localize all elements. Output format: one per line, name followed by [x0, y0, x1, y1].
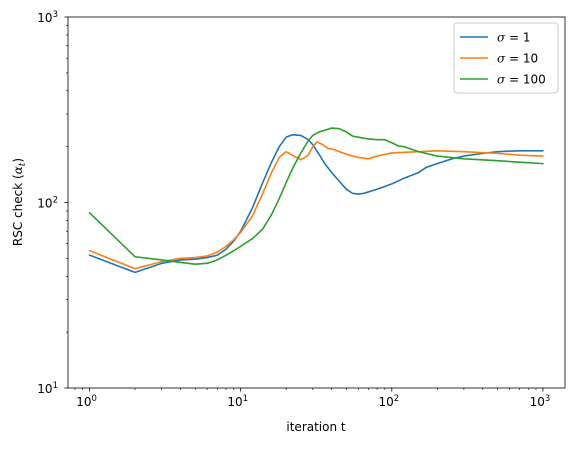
legend-box: [453, 22, 559, 94]
y-tick-label: 103: [37, 10, 58, 25]
y-axis-label: RSC check (αt): [11, 158, 28, 246]
series-lines: [88, 127, 544, 274]
series-line-2: [88, 141, 544, 270]
plot-frame: [67, 16, 566, 389]
legend-label-3: σ = 100: [497, 73, 546, 87]
major-ticks: [64, 16, 544, 392]
y-tick-labels: 101 102 103: [37, 10, 58, 396]
series-line-1: [88, 133, 544, 274]
legend-entries: σ = 1 σ = 10 σ = 100: [460, 31, 546, 87]
x-tick-label: 103: [530, 394, 551, 409]
legend-label-2: σ = 10: [497, 52, 538, 66]
legend-label-1: σ = 1: [497, 31, 531, 45]
legend: σ = 1 σ = 10 σ = 100: [453, 22, 559, 94]
x-tick-labels: 100 101 102 103: [76, 394, 550, 409]
x-tick-label: 101: [227, 394, 248, 409]
y-tick-label: 102: [37, 196, 58, 211]
x-axis-label: iteration t: [286, 420, 346, 434]
y-tick-label: 101: [37, 381, 58, 396]
series-line-3: [88, 127, 544, 265]
x-tick-label: 102: [378, 394, 399, 409]
x-tick-label: 100: [76, 394, 97, 409]
